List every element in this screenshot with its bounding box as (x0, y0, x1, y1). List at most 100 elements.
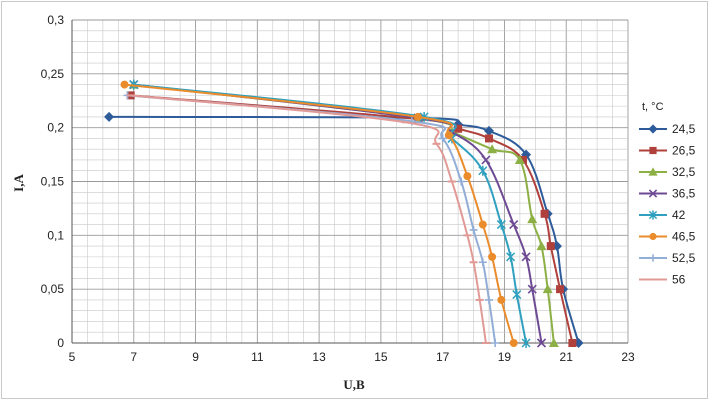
series-line (109, 115, 580, 344)
data-point-marker (509, 220, 519, 230)
data-point-marker (536, 338, 547, 348)
data-point-marker (568, 339, 577, 347)
data-point-marker (542, 284, 553, 294)
legend-item: 26,5 (639, 144, 696, 158)
series-24-5 (104, 111, 584, 348)
legend-title: t, °C (642, 101, 664, 113)
legend-item: 32,5 (639, 165, 696, 179)
legend-label: 24,5 (672, 122, 696, 136)
data-point-marker (484, 125, 494, 136)
legend-label: 32,5 (672, 165, 696, 179)
data-point-marker (104, 111, 115, 122)
series-line (130, 94, 487, 344)
legend-item: 52,5 (639, 251, 696, 265)
data-point-marker (521, 338, 531, 348)
data-point-marker (487, 144, 498, 154)
x-tick-label: 11 (251, 350, 264, 364)
series-32-5 (128, 79, 559, 347)
legend-item: 24,5 (639, 122, 696, 136)
series-line (127, 94, 497, 344)
x-tick-label: 5 (69, 350, 76, 364)
grid (71, 19, 629, 344)
data-point-marker (457, 177, 466, 186)
legend: 24,5 26,5 32,5 36,5 42 46,5 52,5 56 (639, 122, 696, 287)
data-point-marker (453, 119, 464, 130)
legend-label: 52,5 (672, 251, 696, 265)
data-point-marker (478, 165, 488, 176)
y-tick-label: 0,2 (47, 121, 64, 135)
legend-label: 56 (672, 273, 686, 287)
series-42 (129, 79, 531, 348)
data-point-marker (648, 124, 658, 134)
series-56 (126, 94, 490, 344)
x-tick-label: 17 (436, 350, 450, 364)
x-tick-label: 15 (374, 350, 388, 364)
data-point-marker (485, 295, 493, 304)
data-point-marker (648, 210, 658, 220)
data-point-marker (120, 80, 129, 89)
data-point-marker (481, 155, 491, 165)
series-46-5 (120, 80, 518, 347)
legend-label: 46,5 (672, 230, 696, 244)
y-axis-title: I,A (11, 174, 26, 192)
x-tick-label: 19 (498, 350, 512, 364)
data-point-marker (478, 258, 487, 267)
data-point-marker (496, 219, 506, 230)
data-point-marker (546, 242, 555, 251)
y-tick-label: 0,25 (41, 67, 65, 81)
x-axis-title: U,B (343, 377, 365, 392)
data-point-marker (514, 154, 525, 164)
data-point-marker (649, 254, 657, 262)
legend-label: 26,5 (672, 144, 696, 158)
data-point-marker (488, 252, 497, 261)
axes: 5 7 9 11 13 15 17 19 21 23 0 0,05 0,1 0,15 0,2 0,25 0,3 (41, 13, 635, 364)
data-point-marker (497, 295, 506, 304)
legend-label: 36,5 (672, 187, 696, 201)
data-point-marker (518, 155, 527, 164)
x-tick-label: 9 (192, 350, 199, 364)
data-point-marker (413, 112, 422, 121)
legend-item: 56 (639, 273, 686, 287)
x-tick-label: 7 (130, 350, 137, 364)
series-52-5 (123, 91, 500, 347)
data-point-marker (485, 134, 493, 143)
y-tick-label: 0,15 (41, 175, 65, 189)
legend-label: 42 (672, 208, 686, 222)
data-point-marker (527, 284, 537, 294)
legend-item: 46,5 (639, 230, 696, 244)
data-point-marker (463, 172, 472, 181)
x-tick-label: 23 (621, 350, 635, 364)
y-tick-label: 0,05 (41, 282, 65, 296)
data-point-marker (491, 339, 500, 347)
series-layer (104, 79, 584, 348)
legend-item: 42 (639, 208, 686, 222)
x-tick-label: 21 (560, 350, 574, 364)
data-point-marker (548, 338, 559, 347)
series-line (130, 94, 574, 344)
data-point-marker (536, 241, 547, 251)
data-point-marker (527, 214, 538, 224)
data-point-marker (469, 225, 478, 234)
data-point-marker (506, 251, 516, 262)
data-point-marker (512, 289, 522, 300)
data-point-marker (556, 285, 565, 294)
data-point-marker (521, 252, 531, 262)
data-point-marker (509, 339, 518, 347)
data-point-marker (648, 189, 658, 198)
data-point-marker (649, 232, 657, 241)
y-tick-label: 0,1 (47, 228, 64, 242)
data-point-marker (648, 167, 658, 176)
y-tick-label: 0 (57, 336, 64, 350)
x-tick-label: 13 (312, 350, 326, 364)
data-point-marker (444, 131, 453, 140)
data-point-marker (540, 209, 549, 218)
data-point-marker (478, 220, 487, 229)
legend-item: 36,5 (639, 187, 696, 201)
data-point-marker (454, 124, 463, 133)
data-point-marker (649, 146, 657, 155)
series-26-5 (126, 91, 577, 347)
data-point-marker (438, 134, 447, 143)
y-tick-label: 0,3 (47, 13, 64, 27)
